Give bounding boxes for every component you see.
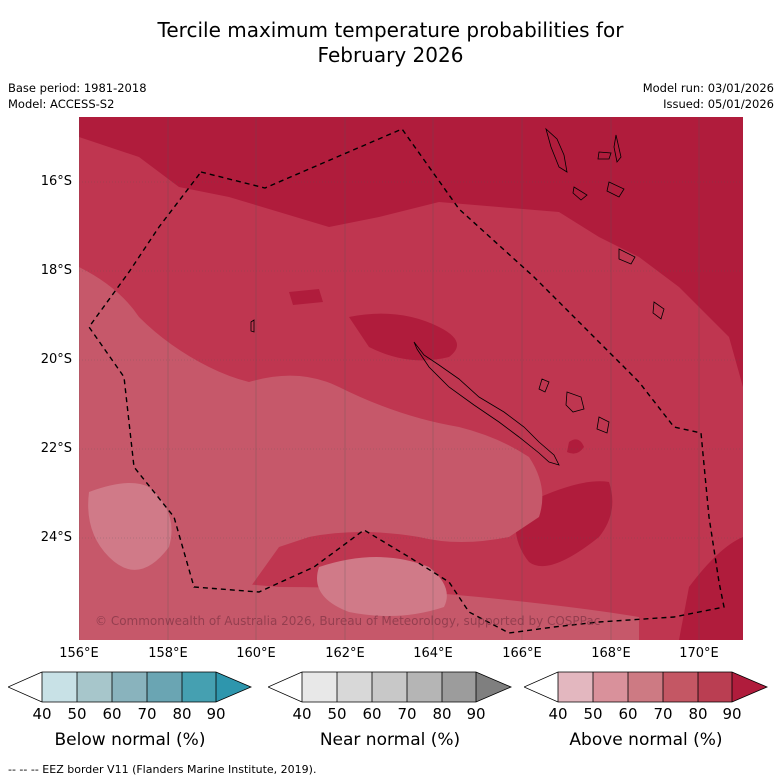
title-line-1: Tercile maximum temperature probabilitie… <box>157 18 624 42</box>
chesterfield-island <box>250 319 255 333</box>
vanuatu-island-espiritu-santo <box>545 127 568 173</box>
issued-date: Issued: 05/01/2026 <box>663 97 774 111</box>
lon-label-156e: 156°E <box>59 646 99 661</box>
above-normal-tick-60: 60 <box>618 705 638 723</box>
vanuatu-island-ambae <box>597 151 612 160</box>
base-period: Base period: 1981-2018 <box>8 81 147 95</box>
islands <box>250 127 665 466</box>
lon-label-162e: 162°E <box>325 646 365 661</box>
lat-label-16s: 16°S <box>40 174 72 189</box>
above-normal-swatch-0 <box>524 672 558 702</box>
lon-label-160e: 160°E <box>236 646 276 661</box>
region-above-70-80 <box>79 267 543 617</box>
near-normal-swatch-6 <box>476 672 511 702</box>
vanuatu-island-efate <box>606 181 625 198</box>
region-above-90-central <box>349 313 457 361</box>
model-name: Model: ACCESS-S2 <box>8 97 115 111</box>
below-normal-swatch-4 <box>147 672 182 702</box>
colorbar-near-normal <box>268 671 512 703</box>
vanuatu-island-maewo <box>613 134 622 163</box>
above-normal-tick-50: 50 <box>583 705 603 723</box>
below-normal-swatch-2 <box>77 672 112 702</box>
region-above-90-small <box>289 289 323 305</box>
copyright-notice: © Commonwealth of Australia 2026, Bureau… <box>95 614 601 628</box>
near-normal-swatch-5 <box>442 672 476 702</box>
new-caledonia-island <box>413 341 560 466</box>
near-normal-swatch-2 <box>337 672 372 702</box>
graticule <box>79 117 743 640</box>
below-normal-swatch-5 <box>182 672 216 702</box>
lat-label-24s: 24°S <box>40 530 72 545</box>
lon-label-166e: 166°E <box>502 646 542 661</box>
below-normal-dividers <box>41 672 217 702</box>
region-above-90-fleck <box>567 439 584 454</box>
near-normal-tick-80: 80 <box>432 705 452 723</box>
lat-label-20s: 20°S <box>40 352 72 367</box>
above-normal-swatch-4 <box>663 672 698 702</box>
below-normal-tick-90: 90 <box>206 705 226 723</box>
loyalty-island-mare <box>596 416 610 434</box>
above-normal-tick-90: 90 <box>722 705 742 723</box>
below-normal-tick-70: 70 <box>137 705 157 723</box>
loyalty-island-lifou <box>565 391 585 413</box>
lat-label-18s: 18°S <box>40 263 72 278</box>
below-normal-swatch-3 <box>112 672 147 702</box>
lon-label-158e: 158°E <box>148 646 188 661</box>
above-normal-tick-40: 40 <box>548 705 568 723</box>
near-normal-tick-90: 90 <box>466 705 486 723</box>
above-normal-swatch-2 <box>593 672 628 702</box>
chart-title: Tercile maximum temperature probabilitie… <box>0 18 781 68</box>
eez-border <box>88 128 725 634</box>
below-normal-swatch-6 <box>216 672 251 702</box>
near-normal-tick-50: 50 <box>327 705 347 723</box>
probability-map <box>79 117 743 640</box>
colorbar-above-normal <box>524 671 768 703</box>
vanuatu-island-erromango <box>618 248 636 265</box>
region-above-90 <box>79 117 743 387</box>
near-normal-tick-70: 70 <box>397 705 417 723</box>
vanuatu-island-tanna <box>652 301 665 320</box>
model-run: Model run: 03/01/2026 <box>642 81 774 95</box>
above-normal-dividers <box>557 672 733 702</box>
near-normal-title: Near normal (%) <box>319 730 461 750</box>
near-normal-swatch-4 <box>407 672 442 702</box>
lon-label-168e: 168°E <box>591 646 631 661</box>
eez-legend-footer: -- -- -- EEZ border V11 (Flanders Marine… <box>8 763 317 776</box>
region-above-60-70-south <box>317 557 447 616</box>
above-normal-title: Above normal (%) <box>569 730 723 750</box>
above-normal-swatch-6 <box>732 672 767 702</box>
lon-label-164e: 164°E <box>413 646 453 661</box>
above-normal-swatch-1 <box>558 672 593 702</box>
below-normal-tick-50: 50 <box>67 705 87 723</box>
near-normal-tick-40: 40 <box>292 705 312 723</box>
near-normal-swatch-3 <box>372 672 407 702</box>
below-normal-tick-60: 60 <box>102 705 122 723</box>
loyalty-island-ouvea <box>538 378 550 393</box>
above-normal-tick-70: 70 <box>653 705 673 723</box>
title-line-2: February 2026 <box>317 43 464 67</box>
below-normal-tick-40: 40 <box>32 705 52 723</box>
above-normal-swatch-5 <box>698 672 732 702</box>
below-normal-swatch-0 <box>8 672 42 702</box>
above-normal-tick-80: 80 <box>688 705 708 723</box>
near-normal-tick-60: 60 <box>362 705 382 723</box>
above-normal-swatch-3 <box>628 672 663 702</box>
near-normal-swatch-1 <box>302 672 337 702</box>
region-above-60-70-west <box>88 483 172 570</box>
vanuatu-island-malekula <box>572 186 588 201</box>
below-normal-swatch-1 <box>42 672 77 702</box>
colorbar-below-normal <box>8 671 252 703</box>
below-normal-title: Below normal (%) <box>54 730 206 750</box>
region-above-90-southeast-corner <box>679 537 743 640</box>
near-normal-dividers <box>301 672 477 702</box>
below-normal-tick-80: 80 <box>172 705 192 723</box>
lat-label-22s: 22°S <box>40 441 72 456</box>
near-normal-swatch-0 <box>268 672 302 702</box>
lon-label-170e: 170°E <box>679 646 719 661</box>
